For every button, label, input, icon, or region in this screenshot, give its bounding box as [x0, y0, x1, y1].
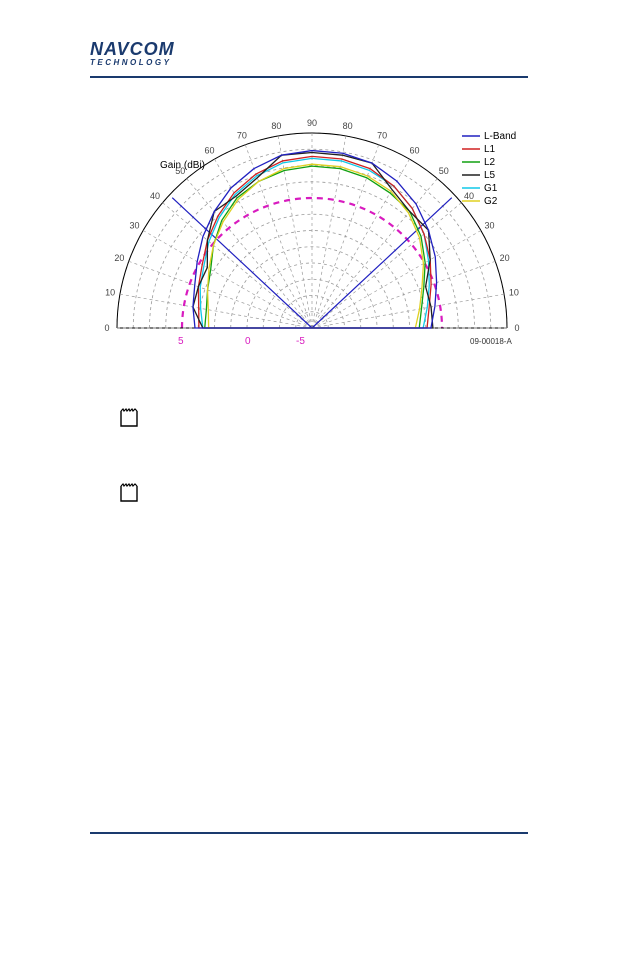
- logo-text: NAVCOM TECHNOLOGY: [90, 40, 175, 67]
- svg-text:L2: L2: [484, 157, 496, 168]
- svg-text:80: 80: [271, 121, 281, 131]
- note-2: [90, 482, 528, 502]
- svg-text:L5: L5: [484, 170, 496, 181]
- svg-text:90: 90: [307, 118, 317, 128]
- svg-text:0: 0: [245, 336, 251, 347]
- svg-text:10: 10: [509, 287, 519, 297]
- svg-text:80: 80: [343, 121, 353, 131]
- svg-text:G1: G1: [484, 183, 498, 194]
- note-icon: [120, 482, 144, 502]
- svg-text:0: 0: [514, 323, 519, 333]
- svg-text:5: 5: [178, 336, 184, 347]
- svg-text:10: 10: [105, 287, 115, 297]
- svg-text:0: 0: [104, 323, 109, 333]
- svg-text:70: 70: [377, 130, 387, 140]
- polar-chart: 001010202030304040505060607070808090Gain…: [90, 118, 528, 367]
- footer-rule: [90, 832, 528, 834]
- svg-text:50: 50: [439, 166, 449, 176]
- svg-text:-5: -5: [296, 336, 305, 347]
- svg-text:40: 40: [464, 191, 474, 201]
- note-1: [90, 407, 528, 427]
- svg-text:20: 20: [500, 253, 510, 263]
- logo-sub: TECHNOLOGY: [90, 59, 175, 67]
- svg-text:60: 60: [204, 145, 214, 155]
- logo-main: NAVCOM: [90, 40, 175, 58]
- header-rule: [90, 76, 528, 78]
- note-icon: [120, 407, 144, 427]
- svg-text:09-00018-A: 09-00018-A: [470, 337, 512, 346]
- page: NAVCOM TECHNOLOGY 0010102020303040405050…: [0, 0, 618, 864]
- svg-text:60: 60: [409, 145, 419, 155]
- svg-text:20: 20: [114, 253, 124, 263]
- svg-text:Gain (dBi): Gain (dBi): [160, 160, 205, 171]
- svg-text:40: 40: [150, 191, 160, 201]
- svg-text:70: 70: [237, 130, 247, 140]
- svg-text:30: 30: [485, 221, 495, 231]
- logo: NAVCOM TECHNOLOGY: [90, 40, 528, 70]
- svg-text:30: 30: [129, 221, 139, 231]
- svg-text:G2: G2: [484, 196, 498, 207]
- svg-text:L1: L1: [484, 144, 496, 155]
- svg-text:L-Band: L-Band: [484, 131, 516, 142]
